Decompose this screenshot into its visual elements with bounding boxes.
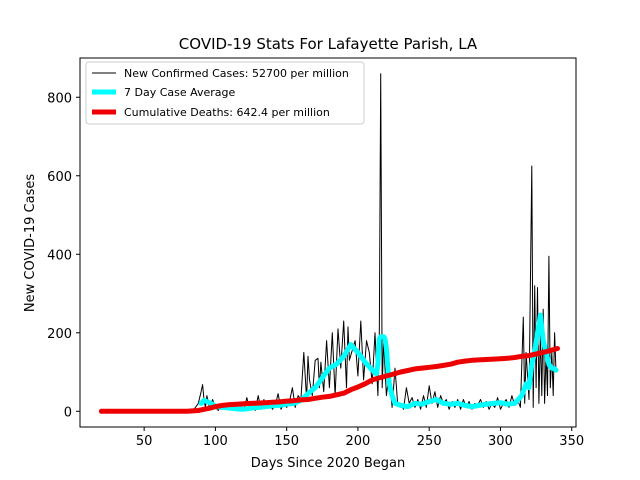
y-axis-label: New COVID-19 Cases <box>23 174 38 312</box>
x-tick-label: 150 <box>274 434 299 449</box>
x-tick-label: 350 <box>559 434 584 449</box>
y-axis-ticks: 0 200 400 600 800 <box>47 91 80 420</box>
legend: New Confirmed Cases: 52700 per million 7… <box>85 61 365 125</box>
x-tick-label: 50 <box>136 434 153 449</box>
y-tick-label: 400 <box>47 248 72 263</box>
legend-box <box>85 61 365 125</box>
x-tick-label: 300 <box>488 434 513 449</box>
legend-label-new-cases: New Confirmed Cases: 52700 per million <box>124 67 349 80</box>
y-tick-label: 800 <box>47 91 72 106</box>
y-tick-label: 0 <box>64 405 72 420</box>
chart-title: COVID-19 Stats For Lafayette Parish, LA <box>179 35 478 53</box>
series-lines <box>98 73 560 414</box>
y-tick-label: 600 <box>47 170 72 185</box>
series-line-cumulative-deaths <box>98 346 560 414</box>
x-tick-label: 250 <box>417 434 442 449</box>
legend-label-cumulative-deaths: Cumulative Deaths: 642.4 per million <box>124 106 330 119</box>
y-tick-label: 200 <box>47 327 72 342</box>
x-tick-label: 200 <box>346 434 371 449</box>
series-line-7-day-average <box>198 312 559 412</box>
x-axis-label: Days Since 2020 Began <box>251 456 406 471</box>
x-tick-label: 100 <box>203 434 228 449</box>
legend-label-7-day-average: 7 Day Case Average <box>124 86 236 99</box>
plot-area-frame <box>79 57 577 428</box>
x-axis-ticks: 50 100 150 200 250 300 350 <box>136 427 584 449</box>
